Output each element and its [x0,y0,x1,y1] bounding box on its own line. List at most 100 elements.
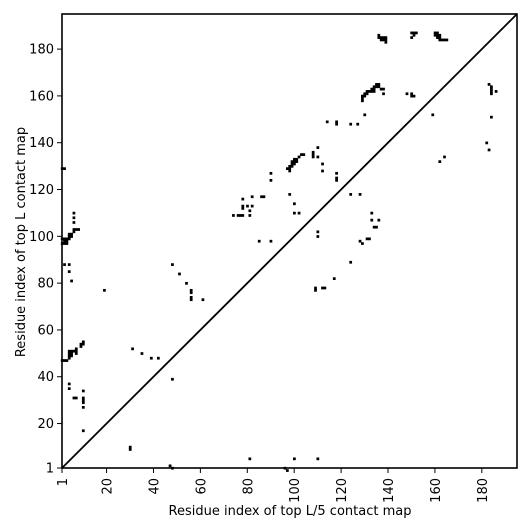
contact-point [375,225,378,229]
contact-point [72,349,76,353]
contact-point [414,31,418,35]
contact-point [72,211,76,215]
contact-point [79,342,83,346]
y-tick-label: 60 [37,323,54,338]
contact-point [290,164,294,168]
contact-point [63,167,66,171]
contact-point [103,288,106,292]
contact-point [311,153,315,156]
contact-point [372,90,376,93]
contact-point [370,87,374,91]
contact-point [311,150,315,154]
contact-point [321,169,324,173]
contact-point [70,232,73,236]
x-axis-label: Residue index of top L/5 contact map [169,504,412,519]
contact-point [384,36,388,39]
contact-point [295,157,299,161]
contact-point [382,92,385,96]
contact-point [361,99,364,103]
contact-point [72,216,76,220]
contact-point [72,230,76,234]
contact-point [79,345,83,348]
y-tick-label: 180 [29,43,54,58]
x-tick-label: 20 [101,478,116,495]
contact-point [410,36,414,39]
y-tick-label: 1 [46,462,54,477]
contact-point [241,197,245,201]
contact-point [189,298,193,302]
contact-point [70,349,73,353]
contact-point [368,90,371,93]
contact-point [70,235,73,238]
contact-point [290,160,294,163]
y-tick-label: 40 [37,370,54,385]
contact-point [377,83,381,86]
contact-point [269,171,273,175]
contact-point [140,352,144,355]
contact-point [438,160,442,163]
contact-point [131,347,134,351]
contact-point [365,90,369,93]
contact-point [81,396,85,400]
contact-point [156,356,160,360]
contact-point [168,464,172,468]
x-tick-label: 140 [382,478,397,503]
contact-point [410,94,414,98]
contact-point [368,237,371,241]
contact-point [241,207,245,210]
contact-point [171,377,174,381]
x-tick-label: 100 [288,478,303,503]
contact-point [438,33,442,37]
contact-point [70,354,73,358]
contact-points [60,31,498,472]
contact-point [379,36,383,39]
y-tick-label: 80 [37,277,54,292]
contact-point [375,83,378,86]
contact-point [335,122,338,126]
diagonal-line [61,13,518,469]
contact-point [288,167,292,171]
contact-point [128,445,132,449]
contact-point [361,97,364,100]
contact-point [149,356,153,360]
contact-point [443,155,446,159]
contact-point [67,270,71,273]
contact-point [269,239,273,243]
contact-point [443,38,446,42]
contact-point [297,211,301,215]
x-tick-label: 1 [56,478,71,486]
contact-point [81,398,85,402]
contact-point [323,286,327,290]
contact-point [349,122,353,126]
contact-point [490,87,493,91]
contact-point [335,171,338,175]
contact-point [361,94,364,98]
contact-point [260,195,263,199]
contact-point [438,38,442,42]
contact-point [335,120,338,124]
contact-point [189,295,193,299]
contact-point [63,239,66,243]
contact-point [63,237,66,241]
x-axis-ticks: 1 20 40 60 80 100 120 140 160 180 [56,468,491,503]
contact-point [285,469,289,472]
contact-point [363,94,367,98]
contact-point [316,235,320,238]
contact-point [490,90,493,93]
y-tick-label: 20 [37,417,54,432]
x-tick-label: 80 [241,478,256,495]
contact-point [363,113,367,117]
contact-point [490,92,493,96]
contact-point [433,33,437,37]
contact-point [293,457,296,461]
contact-point [370,218,374,222]
contact-point [290,162,294,166]
contact-point [288,169,292,173]
contact-point [81,342,85,346]
contact-point [321,286,324,290]
contact-point [365,237,369,241]
contact-point [382,38,385,42]
contact-point [262,195,266,199]
contact-point [379,38,383,42]
contact-point [363,92,367,96]
